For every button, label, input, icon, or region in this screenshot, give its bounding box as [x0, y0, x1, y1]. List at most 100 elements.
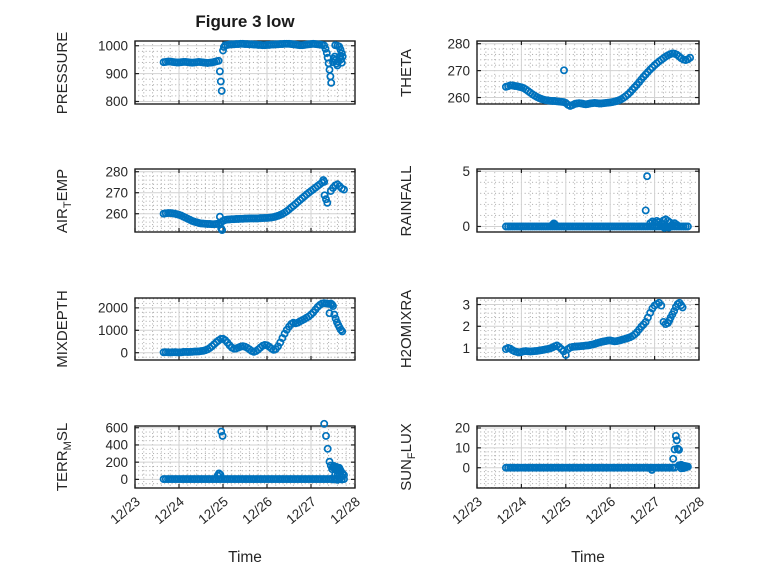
ylabel-text: AIR — [54, 207, 71, 233]
svg-text:600: 600 — [105, 420, 128, 435]
ylabel-text: TERR — [54, 450, 71, 492]
svg-text:12/23: 12/23 — [449, 494, 485, 527]
svg-text:900: 900 — [105, 66, 128, 81]
pressure-axes: 800 900 1000 — [98, 38, 356, 109]
x-axis-title-right: Time — [571, 549, 605, 566]
svg-text:12/26: 12/26 — [583, 494, 619, 527]
tick-marks — [476, 298, 700, 360]
svg-text:2: 2 — [462, 319, 470, 334]
svg-text:12/25: 12/25 — [195, 494, 231, 527]
svg-text:20: 20 — [455, 421, 470, 436]
data-points — [159, 419, 348, 484]
data-points — [501, 431, 692, 474]
svg-text:0: 0 — [462, 460, 470, 475]
svg-text:12/28: 12/28 — [327, 494, 363, 527]
data-points — [501, 49, 695, 110]
pressure-y-axis-label: PRESSURE — [54, 31, 74, 114]
minor-grid — [134, 425, 356, 489]
h2omixra-axes: 1 2 3 — [462, 297, 700, 361]
axes-frame — [134, 425, 356, 489]
svg-text:1000: 1000 — [98, 38, 128, 53]
major-grid — [135, 426, 355, 488]
tick-marks — [134, 41, 356, 104]
svg-text:12/27: 12/27 — [283, 494, 319, 527]
minor-grid — [134, 168, 356, 233]
x-tick-labels: 12/23 12/24 12/25 12/26 12/27 12/28 — [449, 494, 707, 528]
ylabel-text: H2OMIXRA — [398, 289, 415, 369]
axes-frame — [134, 168, 356, 233]
terr-msl-y-axis-label: TERRMSL — [54, 423, 74, 491]
sun-flux-axes: 0 10 20 12/23 12/24 12/25 12/26 12/27 12/28 — [449, 421, 707, 527]
svg-text:0: 0 — [462, 219, 470, 234]
svg-text:12/28: 12/28 — [671, 494, 707, 527]
axes-frame — [476, 425, 700, 489]
tick-marks — [134, 426, 356, 488]
y-tick-labels: 260 270 280 — [447, 36, 470, 105]
tick-marks — [134, 169, 356, 232]
air-temp-axes: 260 270 280 — [105, 164, 356, 235]
svg-text:12/23: 12/23 — [107, 494, 143, 527]
major-grid — [477, 426, 699, 488]
svg-text:12/27: 12/27 — [627, 494, 663, 527]
data-points — [159, 299, 347, 357]
svg-text:3: 3 — [462, 297, 470, 312]
mixdepth-axes: 0 1000 2000 — [98, 297, 356, 361]
ylabel-text: LUX — [398, 423, 415, 453]
ylabel-text: THETA — [398, 48, 415, 97]
svg-text:12/26: 12/26 — [239, 494, 275, 527]
ylabel-text: SUN — [398, 459, 415, 491]
svg-text:0: 0 — [120, 345, 128, 360]
svg-text:400: 400 — [105, 438, 128, 453]
ylabel-text: RAINFALL — [398, 165, 415, 236]
svg-text:12/25: 12/25 — [538, 494, 574, 527]
ylabel-text: EMP — [54, 168, 71, 201]
y-tick-labels: 800 900 1000 — [98, 38, 128, 109]
ylabel-text: MIXDEPTH — [54, 290, 71, 368]
h2omixra-y-axis-label: H2OMIXRA — [398, 290, 418, 368]
y-tick-labels: 0 1000 2000 — [98, 301, 128, 361]
tick-marks — [134, 298, 356, 360]
data-points — [159, 39, 347, 95]
svg-text:2000: 2000 — [98, 301, 128, 316]
svg-text:800: 800 — [105, 94, 128, 109]
y-tick-labels: 260 270 280 — [105, 164, 128, 221]
terr-msl-axes: 0 200 400 600 12/23 12/24 12/25 12/26 12/27 12/28 — [105, 419, 363, 527]
ylabel-text: SL — [54, 422, 71, 442]
svg-text:5: 5 — [462, 164, 470, 179]
ylabel-text: PRESSURE — [54, 31, 71, 114]
x-tick-labels: 12/23 12/24 12/25 12/26 12/27 12/28 — [107, 494, 363, 528]
minor-grid — [476, 168, 700, 233]
svg-text:200: 200 — [105, 455, 128, 470]
axes-frame — [476, 40, 700, 105]
theta-axes: 260 270 280 — [447, 36, 700, 110]
svg-text:12/24: 12/24 — [151, 494, 187, 528]
svg-text:1: 1 — [462, 341, 470, 356]
rainfall-y-axis-label: RAINFALL — [398, 165, 418, 236]
air-temp-y-axis-label: AIRTEMP — [54, 168, 74, 232]
theta-y-axis-label: THETA — [398, 48, 418, 96]
data-points — [501, 172, 692, 232]
svg-text:280: 280 — [447, 36, 470, 51]
svg-text:0: 0 — [120, 472, 128, 487]
svg-text:1000: 1000 — [98, 323, 128, 338]
minor-grid — [476, 425, 700, 489]
svg-text:260: 260 — [447, 90, 470, 105]
tick-marks — [476, 41, 700, 104]
axes-frame — [476, 297, 700, 361]
data-points — [501, 298, 687, 359]
tick-marks — [476, 426, 700, 488]
ylabel-subscript: F — [406, 452, 418, 460]
svg-text:10: 10 — [455, 441, 470, 456]
svg-text:280: 280 — [105, 164, 128, 179]
axes-frame — [476, 168, 700, 233]
major-grid — [477, 41, 699, 104]
minor-grid — [476, 40, 700, 105]
y-tick-labels: 0 200 400 600 — [105, 420, 128, 487]
sun-flux-y-axis-label: SUNFLUX — [398, 423, 418, 491]
data-points — [159, 176, 348, 235]
mixdepth-y-axis-label: MIXDEPTH — [54, 290, 74, 368]
ylabel-subscript: M — [62, 441, 74, 451]
y-tick-labels: 1 2 3 — [462, 297, 470, 356]
axes-frame — [134, 297, 356, 361]
